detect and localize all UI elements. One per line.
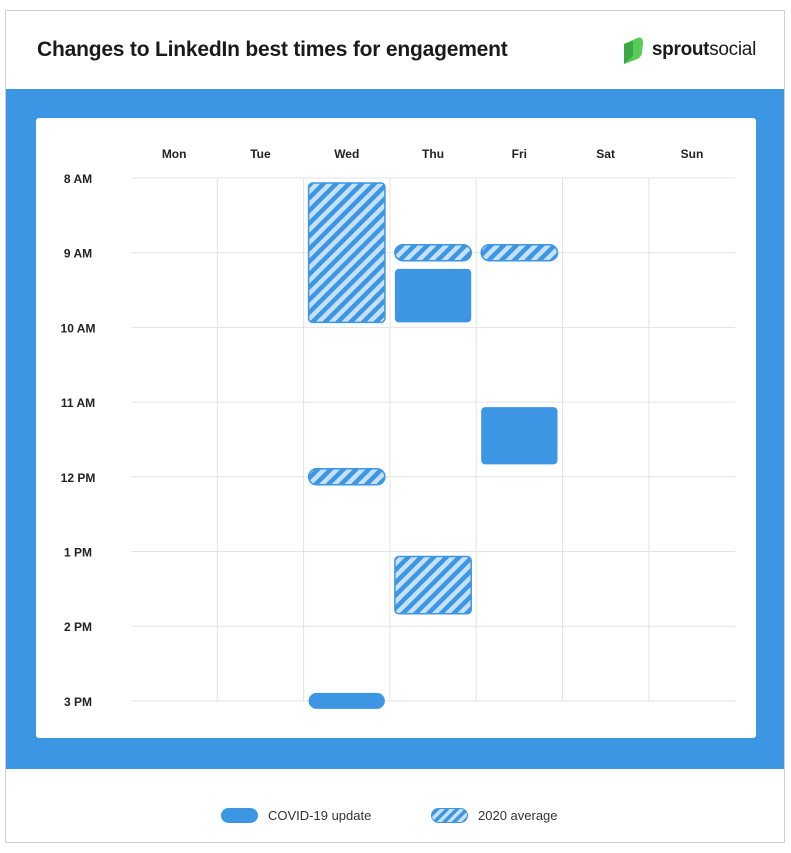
block-covid-update: [394, 268, 472, 323]
brand-name-regular: social: [709, 39, 756, 60]
block-2020-average: [307, 182, 386, 324]
legend: COVID-19 update 2020 average: [6, 769, 784, 844]
page-title: Changes to LinkedIn best times for engag…: [37, 38, 508, 61]
brand-logo: sproutsocial: [621, 35, 756, 65]
brand-name: sproutsocial: [652, 39, 756, 61]
chart-card: 8 AM 9 AM 10 AM 11 AM 12 PM 1 PM 2 PM 3 PM Mon Tu…: [36, 118, 756, 738]
infographic-frame: Changes to LinkedIn best times for engag…: [5, 10, 785, 843]
block-2020-average: [480, 243, 559, 262]
block-covid-update: [308, 692, 385, 709]
time-label: 1 PM: [64, 546, 92, 560]
brand-name-bold: sprout: [651, 39, 710, 60]
time-label: 11 AM: [61, 396, 95, 410]
block-2020-average: [307, 468, 386, 486]
day-label: Sun: [681, 147, 704, 161]
block-2020-average: [394, 555, 472, 615]
time-label: 8 AM: [64, 172, 92, 186]
time-label: 9 AM: [64, 247, 92, 261]
time-label: 12 PM: [61, 471, 96, 485]
time-label: 10 AM: [61, 321, 96, 335]
day-label: Mon: [162, 147, 187, 161]
legend-item-covid: COVID-19 update: [221, 805, 371, 825]
time-label: 3 PM: [64, 695, 92, 709]
day-label: Fri: [512, 147, 527, 161]
day-label: Sat: [596, 147, 615, 161]
chart-band: 8 AM 9 AM 10 AM 11 AM 12 PM 1 PM 2 PM 3 PM Mon Tu…: [6, 89, 784, 769]
legend-item-2020: 2020 average: [431, 805, 558, 825]
header: Changes to LinkedIn best times for engag…: [6, 11, 784, 89]
day-label: Tue: [250, 147, 271, 161]
legend-label-2020: 2020 average: [478, 807, 558, 823]
schedule-chart: 8 AM 9 AM 10 AM 11 AM 12 PM 1 PM 2 PM 3 PM Mon Tu…: [61, 147, 736, 709]
block-2020-average: [394, 243, 472, 262]
legend-swatch-striped: [431, 807, 468, 823]
legend-label-covid: COVID-19 update: [268, 807, 372, 823]
legend-swatch-solid: [221, 807, 258, 823]
sprout-leaf-icon: [623, 37, 643, 64]
block-covid-update: [481, 407, 558, 465]
day-label: Wed: [334, 147, 359, 161]
time-label: 2 PM: [64, 620, 92, 634]
day-label: Thu: [422, 147, 444, 161]
